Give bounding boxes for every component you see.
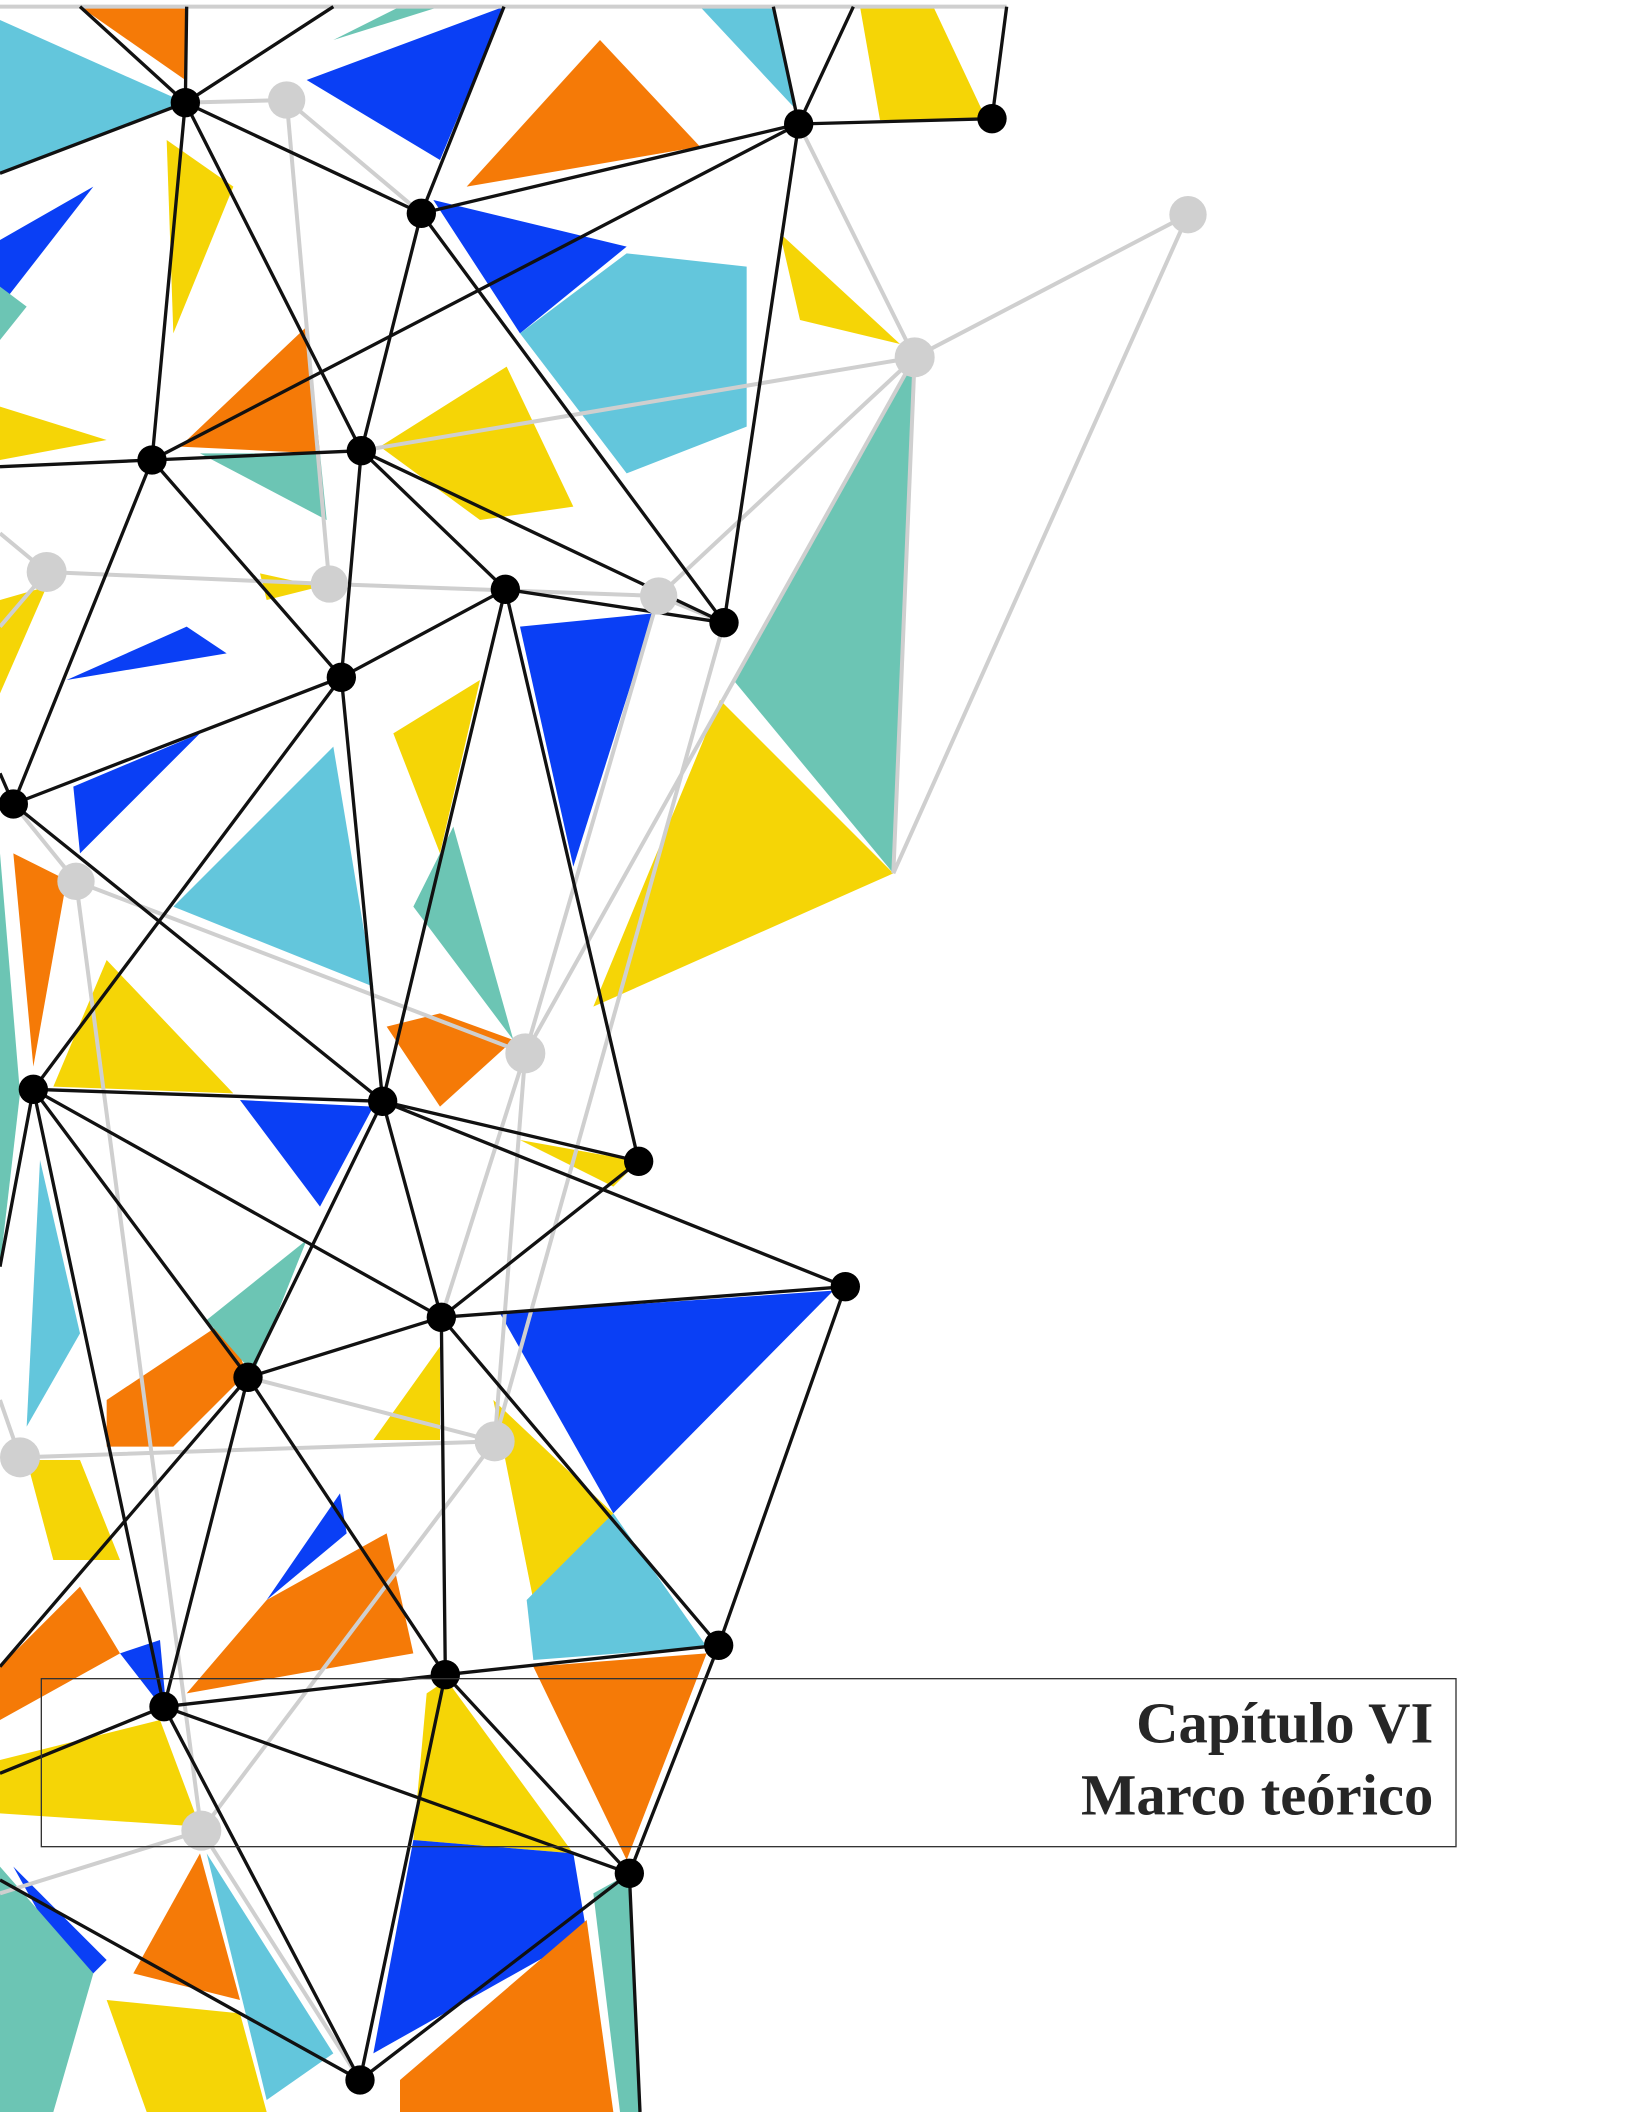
chapter-number: Capítulo VI [1136, 1691, 1433, 1756]
network-art [0, 4, 1207, 2112]
chapter-title: Marco teórico [1081, 1763, 1433, 1828]
title-frame [40, 1677, 1457, 1848]
